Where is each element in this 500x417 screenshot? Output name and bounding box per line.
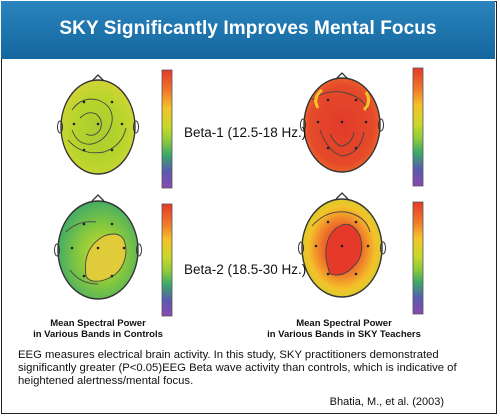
band-label-beta2: Beta-2 (18.5-30 Hz.) (184, 262, 307, 277)
caption-controls-title: Mean Spectral Power (50, 318, 146, 329)
caption-sky-teachers: Mean Spectral Power in Various Bands in … (244, 318, 444, 340)
caption-sky-subtitle: in Various Bands in SKY Teachers (267, 329, 421, 340)
header-banner: SKY Significantly Improves Mental Focus (1, 1, 495, 59)
band-label-beta1: Beta-1 (12.5-18 Hz.) (184, 125, 307, 140)
citation: Bhatia, M., et al. (2003) (329, 396, 444, 408)
caption-sky-title: Mean Spectral Power (296, 318, 392, 329)
caption-controls: Mean Spectral Power in Various Bands in … (0, 318, 198, 340)
description-text: EEG measures electrical brain activity. … (18, 349, 457, 387)
page-title: SKY Significantly Improves Mental Focus (59, 18, 437, 39)
caption-controls-subtitle: in Various Bands in Controls (33, 329, 163, 340)
